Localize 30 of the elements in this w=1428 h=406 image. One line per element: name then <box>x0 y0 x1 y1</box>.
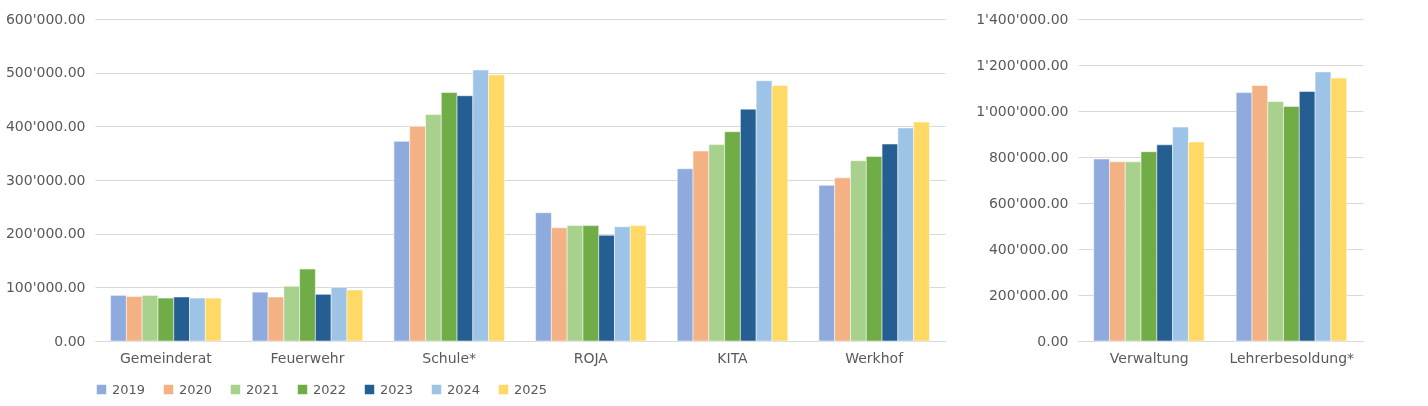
legend-label: 2019 <box>112 381 146 397</box>
x-tick-label: Schule* <box>422 349 477 366</box>
y-tick-label: 0.00 <box>54 332 86 349</box>
y-tick-label: 100'000.00 <box>5 278 86 295</box>
legend-label: 2022 <box>313 381 347 397</box>
x-tick-label: Gemeinderat <box>119 349 213 366</box>
legend-label: 2024 <box>447 381 481 397</box>
y-tick-label: 800'000.00 <box>988 148 1069 165</box>
y-tick-label: 600'000.00 <box>5 10 86 27</box>
y-tick-label: 1'000'000.00 <box>976 102 1069 119</box>
y-tick-label: 200'000.00 <box>988 286 1069 303</box>
y-tick-label: 600'000.00 <box>988 194 1069 211</box>
legend-label: 2021 <box>246 381 280 397</box>
y-tick-label: 1'200'000.00 <box>976 56 1069 73</box>
y-tick-label: 0.00 <box>1037 332 1069 349</box>
legend-label: 2025 <box>514 381 548 397</box>
y-tick-label: 300'000.00 <box>5 171 86 188</box>
x-tick-label: Verwaltung <box>1109 349 1189 366</box>
legend-label: 2023 <box>380 381 414 397</box>
x-tick-label: Feuerwehr <box>270 349 345 366</box>
y-tick-label: 1'400'000.00 <box>976 10 1069 27</box>
x-tick-label: KITA <box>717 349 749 366</box>
y-tick-label: 500'000.00 <box>5 64 86 81</box>
legend-label: 2020 <box>179 381 213 397</box>
x-tick-label: Werkhof <box>845 349 905 366</box>
y-tick-label: 400'000.00 <box>988 240 1069 257</box>
y-tick-label: 400'000.00 <box>5 117 86 134</box>
x-tick-label: Lehrerbesoldung* <box>1229 349 1355 366</box>
x-tick-label: ROJA <box>573 349 609 366</box>
y-tick-label: 200'000.00 <box>5 225 86 242</box>
